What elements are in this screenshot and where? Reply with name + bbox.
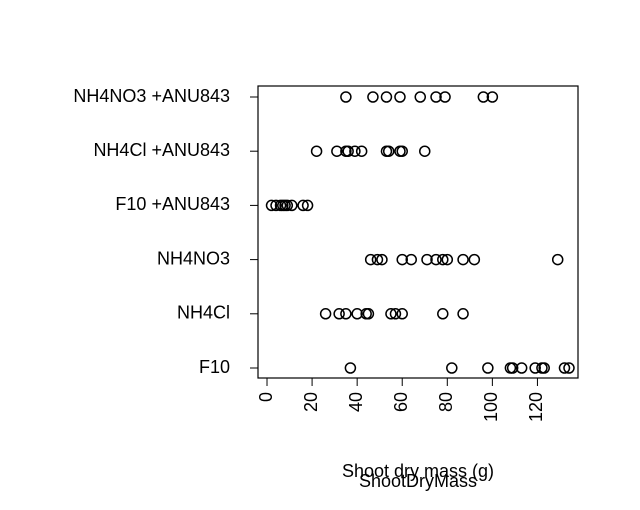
point [457,308,469,320]
point [446,362,458,374]
point [529,362,541,374]
point [333,308,345,320]
point [504,362,517,374]
point [396,253,408,266]
point [563,362,575,374]
point [382,145,395,157]
point [457,253,469,266]
point [362,308,375,320]
point [405,253,417,266]
point [342,145,354,157]
point [468,253,481,266]
point [421,253,433,266]
point [430,253,442,266]
point [344,362,357,374]
point [376,253,388,266]
point [265,199,278,212]
point [437,253,449,266]
x-tick-label: 40 [346,392,366,412]
point [538,362,550,374]
y-tick-label: NH4NO3 [157,248,230,268]
point [270,199,282,212]
point [414,91,427,103]
x-axis-label: ShootDryMass [359,471,477,491]
point [281,199,294,212]
point [551,253,564,266]
point [506,362,519,374]
point [331,145,343,157]
point [349,145,361,157]
point [371,253,384,266]
x-tick-label: 60 [391,392,411,412]
y-tick-label: F10 [199,357,230,377]
point [319,308,332,320]
point [396,145,408,157]
point [558,362,571,374]
point [430,91,442,103]
point [536,362,548,374]
x-tick-label: 20 [301,392,321,412]
x-tick-label: 80 [436,392,456,412]
x-tick-label: 120 [526,392,546,422]
x-tick-label: 0 [256,392,276,402]
y-tick-label: NH4NO3 +ANU843 [73,86,230,106]
point [340,91,352,103]
point [394,145,406,157]
point [486,91,499,103]
point [477,91,490,103]
point [355,145,368,157]
point [419,145,431,157]
point [439,91,451,103]
plot-box [257,85,579,379]
point [389,308,402,320]
point [310,145,323,157]
y-tick-label: NH4Cl [177,303,230,323]
x-axis-label: Shoot dry mass (g) [342,461,494,481]
point [385,308,397,320]
point [286,199,298,212]
point [297,199,309,212]
y-tick-label: NH4Cl +ANU843 [93,140,230,160]
point [340,308,352,320]
point [441,253,454,266]
point [394,91,406,103]
point [364,253,377,266]
point [515,362,528,374]
point [301,199,314,212]
x-tick-label: 100 [481,392,501,422]
point [482,362,494,374]
y-tick-label: F10 +ANU843 [115,194,230,214]
point [367,91,379,103]
point [437,308,449,320]
point [396,308,408,320]
point [380,91,393,103]
point [380,145,393,157]
point [351,308,363,320]
